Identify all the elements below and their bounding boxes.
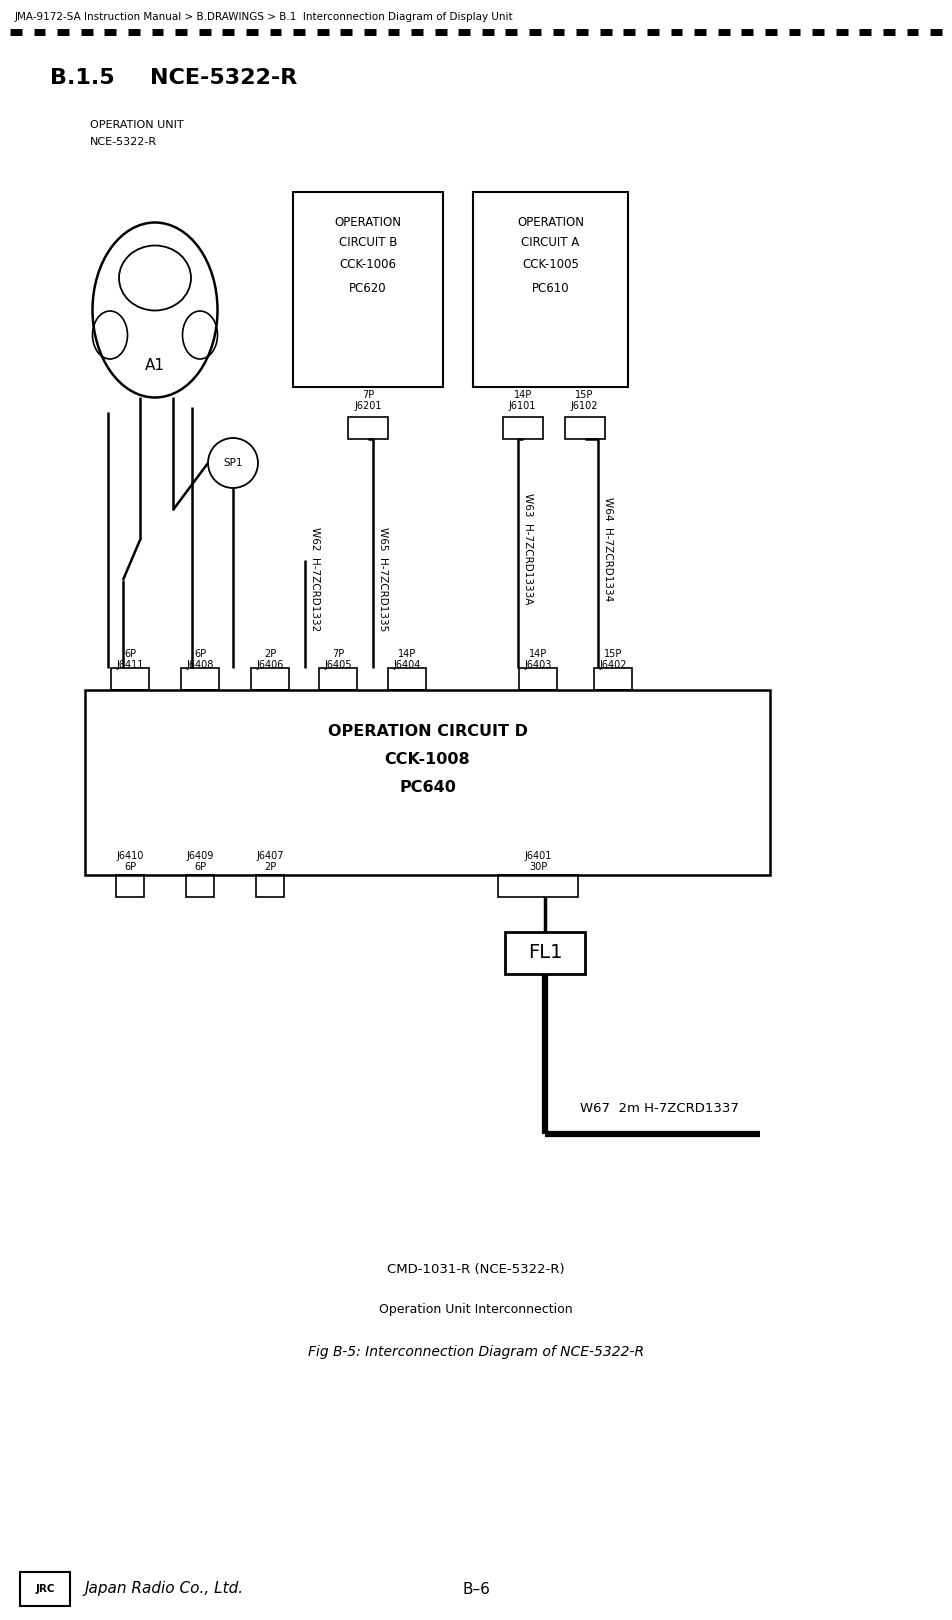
Bar xyxy=(85,690,770,875)
Text: J6406: J6406 xyxy=(256,659,284,671)
Text: NCE-5322-R: NCE-5322-R xyxy=(150,68,297,87)
Text: J6409: J6409 xyxy=(187,850,213,860)
Text: CMD-1031-R (NCE-5322-R): CMD-1031-R (NCE-5322-R) xyxy=(387,1264,565,1277)
Text: J6411: J6411 xyxy=(116,659,144,671)
Text: PC610: PC610 xyxy=(531,282,569,295)
Text: 14P: 14P xyxy=(529,650,547,659)
Bar xyxy=(388,667,426,690)
Bar xyxy=(565,416,605,439)
Text: OPERATION UNIT: OPERATION UNIT xyxy=(90,120,184,130)
Bar xyxy=(251,667,289,690)
Text: B–6: B–6 xyxy=(462,1581,490,1596)
Text: W65  H-7ZCRD1335: W65 H-7ZCRD1335 xyxy=(378,526,388,632)
Text: B.1.5: B.1.5 xyxy=(50,68,114,87)
Text: CIRCUIT A: CIRCUIT A xyxy=(522,235,580,248)
Text: 15P: 15P xyxy=(575,390,594,400)
Bar xyxy=(505,931,585,974)
Text: JMA-9172-SA Instruction Manual > B.DRAWINGS > B.1  Interconnection Diagram of Di: JMA-9172-SA Instruction Manual > B.DRAWI… xyxy=(15,11,514,23)
Text: 6P: 6P xyxy=(124,862,136,872)
Text: 14P: 14P xyxy=(513,390,532,400)
Bar xyxy=(186,875,214,897)
Text: W63  H-7ZCRD1333A: W63 H-7ZCRD1333A xyxy=(523,494,533,604)
Text: SP1: SP1 xyxy=(224,458,243,468)
Text: 7P: 7P xyxy=(332,650,344,659)
Text: J6403: J6403 xyxy=(525,659,552,671)
Text: 6P: 6P xyxy=(194,862,206,872)
Bar xyxy=(293,193,443,387)
Text: NCE-5322-R: NCE-5322-R xyxy=(90,138,157,147)
Text: JRC: JRC xyxy=(35,1584,55,1594)
Text: 6P: 6P xyxy=(124,650,136,659)
Bar xyxy=(116,875,144,897)
Text: PC640: PC640 xyxy=(399,781,456,795)
Bar xyxy=(498,875,578,897)
Text: 2P: 2P xyxy=(264,862,276,872)
Bar xyxy=(594,667,632,690)
Bar xyxy=(111,667,149,690)
Bar xyxy=(348,416,388,439)
Text: J6201: J6201 xyxy=(354,402,382,411)
Text: W64  H-7ZCRD1334: W64 H-7ZCRD1334 xyxy=(603,497,613,601)
Text: CCK-1006: CCK-1006 xyxy=(340,259,396,272)
Text: 7P: 7P xyxy=(362,390,374,400)
Text: J6101: J6101 xyxy=(509,402,536,411)
Text: J6404: J6404 xyxy=(393,659,421,671)
Text: PC620: PC620 xyxy=(349,282,387,295)
Text: CCK-1005: CCK-1005 xyxy=(522,259,579,272)
Text: CCK-1008: CCK-1008 xyxy=(385,753,470,768)
Text: Fig B-5: Interconnection Diagram of NCE-5322-R: Fig B-5: Interconnection Diagram of NCE-… xyxy=(307,1345,645,1359)
Text: W62  H-7ZCRD1332: W62 H-7ZCRD1332 xyxy=(310,526,320,632)
Text: 15P: 15P xyxy=(604,650,623,659)
Text: J6407: J6407 xyxy=(256,850,284,860)
Bar xyxy=(503,416,543,439)
Bar xyxy=(181,667,219,690)
Text: OPERATION: OPERATION xyxy=(334,215,402,228)
Text: J6405: J6405 xyxy=(325,659,351,671)
Text: OPERATION: OPERATION xyxy=(517,215,584,228)
Text: Operation Unit Interconnection: Operation Unit Interconnection xyxy=(379,1304,573,1317)
Text: W67  2m H-7ZCRD1337: W67 2m H-7ZCRD1337 xyxy=(580,1103,739,1116)
Text: FL1: FL1 xyxy=(527,943,563,962)
Text: J6408: J6408 xyxy=(187,659,213,671)
Text: J6401: J6401 xyxy=(525,850,552,860)
Text: 6P: 6P xyxy=(194,650,206,659)
Text: OPERATION CIRCUIT D: OPERATION CIRCUIT D xyxy=(327,724,527,739)
Text: 30P: 30P xyxy=(529,862,547,872)
Text: J6102: J6102 xyxy=(571,402,599,411)
Bar xyxy=(319,667,357,690)
Text: 14P: 14P xyxy=(398,650,416,659)
Bar xyxy=(519,667,557,690)
Text: J6410: J6410 xyxy=(116,850,144,860)
Text: A1: A1 xyxy=(145,358,165,373)
Text: Japan Radio Co., Ltd.: Japan Radio Co., Ltd. xyxy=(85,1581,244,1596)
Bar xyxy=(256,875,284,897)
Bar xyxy=(473,193,628,387)
Text: CIRCUIT B: CIRCUIT B xyxy=(339,235,397,248)
Bar xyxy=(20,1571,70,1605)
Text: J6402: J6402 xyxy=(599,659,626,671)
Text: 2P: 2P xyxy=(264,650,276,659)
